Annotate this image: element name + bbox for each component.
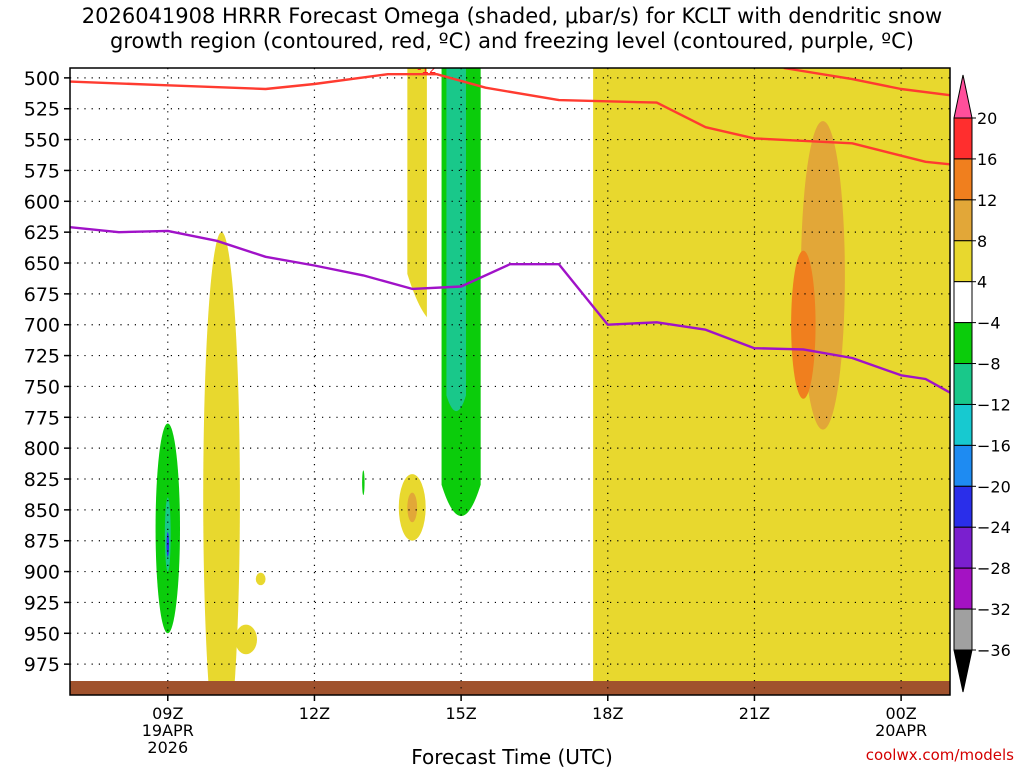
y-tick-label-675: 675 [24, 284, 60, 306]
y-tick-label-600: 600 [24, 191, 60, 213]
colorbar-box-12 [953, 608, 973, 651]
y-tick-label-500: 500 [24, 68, 60, 90]
colorbar-label-4: 4 [977, 273, 987, 292]
title-line-2: growth region (contoured, red, ºC) and f… [110, 29, 914, 53]
y-tick-label-800: 800 [24, 438, 60, 460]
colorbar-box-6 [953, 363, 973, 405]
y-tick-label-975: 975 [24, 654, 60, 676]
y-tick-label-775: 775 [24, 407, 60, 429]
freezing-level-contour [70, 226, 950, 394]
x-tick-label-21Z: 21Z [739, 704, 770, 723]
colorbar-label-7: −12 [977, 395, 1011, 414]
colorbar-box-1 [953, 158, 973, 201]
colorbar-label-5: −4 [977, 314, 1001, 333]
y-tick-label-575: 575 [24, 160, 60, 182]
colorbar-label-1: 16 [977, 150, 997, 169]
x-date-label-09Z: 19APR [142, 721, 194, 740]
colorbar-box-3 [953, 240, 973, 283]
y-tick-label-825: 825 [24, 469, 60, 491]
dgz-contour-label: -12 [417, 62, 437, 76]
y-tick-label-925: 925 [24, 592, 60, 614]
x-tick-label-15Z: 15Z [445, 704, 476, 723]
omega-area-6 [362, 470, 365, 496]
colorbar-label-9: −20 [977, 477, 1011, 496]
omega-area-17 [791, 250, 816, 399]
chart-title: 2026041908 HRRR Forecast Omega (shaded, … [0, 4, 1024, 54]
colorbar-bottom-arrow [953, 649, 973, 693]
y-tick-label-725: 725 [24, 346, 60, 368]
x-tick-label-00Z: 00Z [885, 704, 916, 723]
y-tick-label-850: 850 [24, 500, 60, 522]
colorbar-box-4 [953, 281, 973, 324]
omega-shading [150, 68, 950, 695]
credit-text[interactable]: coolwx.com/models [865, 746, 1014, 764]
colorbar-label-13: −36 [977, 641, 1011, 660]
colorbar-label-0: 20 [977, 109, 997, 128]
colorbar-box-9 [953, 485, 973, 528]
colorbar-box-5 [953, 322, 973, 365]
colorbar-box-8 [953, 444, 973, 487]
colorbar-label-11: −28 [977, 559, 1011, 578]
y-tick-label-550: 550 [24, 130, 60, 152]
omega-area-5 [349, 482, 377, 542]
colorbar-label-6: −8 [977, 355, 1001, 374]
contour-lines: -12 [70, 62, 950, 394]
x-tick-label-12Z: 12Z [299, 704, 330, 723]
colorbar-box-0 [953, 117, 973, 160]
colorbar-label-3: 8 [977, 232, 987, 251]
omega-area-0 [203, 232, 240, 695]
omega-band-14 [446, 68, 466, 412]
colorbar-box-2 [953, 199, 973, 242]
colorbar-label-2: 12 [977, 191, 997, 210]
colorbar-label-12: −32 [977, 600, 1011, 619]
dgz-contour-lower [783, 68, 950, 97]
x-date-label-00Z: 20APR [875, 721, 927, 740]
omega-area-10 [235, 624, 257, 655]
colorbar-top-arrow [953, 74, 973, 119]
x-tick-label-09Z: 09Z [152, 704, 183, 723]
y-tick-label-650: 650 [24, 253, 60, 275]
colorbar-box-11 [953, 567, 973, 610]
y-tick-label-950: 950 [24, 623, 60, 645]
omega-region-15 [593, 68, 950, 683]
omega-area-9 [255, 572, 266, 586]
omega-area-8 [407, 492, 418, 523]
y-tick-label-875: 875 [24, 531, 60, 553]
y-tick-label-700: 700 [24, 315, 60, 337]
colorbar: 20 16 12 8 4 −4 −8 −12 −16 −20 −24 −28 −32 −36 [953, 74, 1011, 693]
x-axis-title: Forecast Time (UTC) [411, 745, 613, 769]
omega-area-4 [166, 532, 169, 557]
colorbar-label-8: −16 [977, 436, 1011, 455]
title-line-1: 2026041908 HRRR Forecast Omega (shaded, … [81, 4, 943, 28]
ground-surface [70, 681, 950, 695]
dgz-contour-upper [70, 73, 950, 166]
x-tick-label-18Z: 18Z [592, 704, 623, 723]
y-axis: 500 525 550 575 600 625 650 675 700 725 750 775 800 8… [24, 68, 70, 676]
y-tick-label-525: 525 [24, 99, 60, 121]
y-tick-label-625: 625 [24, 222, 60, 244]
colorbar-box-10 [953, 526, 973, 569]
plot-frame [69, 67, 951, 696]
colorbar-label-10: −24 [977, 518, 1011, 537]
colorbar-box-7 [953, 403, 973, 446]
y-tick-label-750: 750 [24, 376, 60, 398]
y-tick-label-900: 900 [24, 562, 60, 584]
x-year-label-09Z: 2026 [147, 738, 188, 757]
